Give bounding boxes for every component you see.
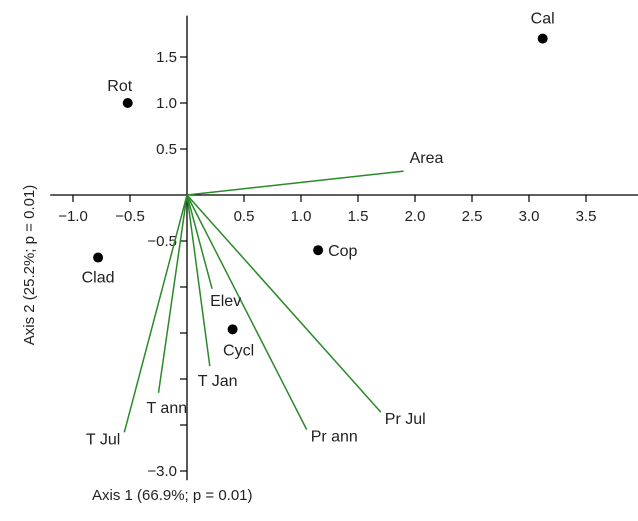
points — [93, 33, 548, 335]
point-rot — [122, 98, 133, 108]
x-tick-label: −1.0 — [58, 208, 88, 225]
vector-t-jan — [186, 194, 211, 367]
vector-elev — [186, 194, 213, 290]
vector-pr-jul — [186, 194, 382, 413]
point-label: Clad — [82, 270, 115, 287]
vector-t-jul — [123, 194, 188, 433]
x-tick-label: −0.5 — [115, 208, 145, 225]
vector-label: T Jan — [198, 373, 238, 390]
x-tick-label: 0.5 — [234, 208, 255, 225]
y-tick-label: −3.0 — [147, 463, 177, 480]
point-cop — [313, 245, 324, 256]
axes: −1.0 −0.5 0.5 1.0 1.5 2.0 2.5 3.0 3.5 1.5 1.0 0.5 −0… — [50, 15, 638, 481]
y-tick-label: −0.5 — [147, 233, 177, 250]
x-tick-label: 1.0 — [291, 208, 312, 225]
point-label: Cop — [328, 243, 357, 260]
vector-area — [186, 170, 404, 196]
labels: Area Elev T Jan T ann T Jul Pr ann Pr Jul Cal Ro… — [82, 11, 555, 449]
vector-pr-ann — [186, 194, 308, 430]
point-label: Rot — [107, 78, 132, 95]
x-axis-label: Axis 1 (66.9%; p = 0.01) — [92, 487, 253, 504]
point-cycl — [227, 324, 238, 335]
vectors — [123, 170, 404, 433]
x-tick-label: 3.5 — [576, 208, 597, 225]
vector-label: T Jul — [86, 431, 120, 448]
point-label: Cycl — [223, 342, 254, 359]
y-tick-label: 0.5 — [156, 141, 177, 158]
x-tick-label: 2.0 — [405, 208, 426, 225]
vector-label: Pr Jul — [385, 411, 426, 428]
point-label: Cal — [531, 11, 555, 28]
y-tick-label: 1.0 — [156, 95, 177, 112]
x-tick-label: 3.0 — [519, 208, 540, 225]
vector-label: Pr ann — [311, 429, 358, 446]
point-cal — [537, 33, 548, 44]
vector-label: T ann — [147, 400, 188, 417]
x-tick-label: 1.5 — [348, 208, 369, 225]
y-tick-label: 1.5 — [156, 49, 177, 66]
vector-t-ann — [157, 194, 188, 393]
vector-label: Area — [410, 150, 444, 167]
point-clad — [93, 252, 104, 263]
vector-label: Elev — [210, 293, 241, 310]
x-tick-label: 2.5 — [462, 208, 483, 225]
y-axis-label: Axis 2 (25.2%; p = 0.01) — [21, 185, 38, 346]
